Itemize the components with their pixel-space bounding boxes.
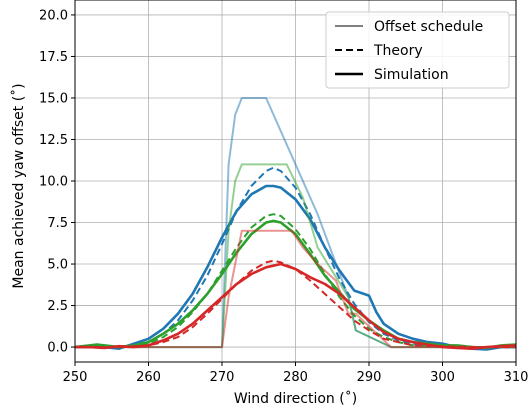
red-simulation-line [75, 262, 517, 350]
green-schedule-line [75, 163, 516, 349]
y-tick-label: 7.5 [47, 216, 68, 231]
legend-label-simulation: Simulation [374, 67, 449, 83]
y-tick-label: 17.5 [39, 50, 68, 65]
x-tick-label: 260 [136, 370, 161, 385]
plot-area [74, 97, 517, 351]
x-tick-label: 290 [357, 370, 382, 385]
legend-label-offset-schedule: Offset schedule [374, 19, 483, 35]
y-tick-label: 20.0 [39, 8, 68, 23]
red-schedule-line [75, 229, 516, 349]
legend: Offset schedule Theory Simulation [325, 11, 510, 89]
x-axis-ticks: 250 260 270 280 290 300 310 [63, 362, 529, 385]
y-tick-label: 15.0 [39, 91, 68, 106]
legend-label-theory: Theory [373, 43, 423, 59]
y-axis-ticks: 0.0 2.5 5.0 7.5 10.0 12.5 15.0 17.5 20.0 [39, 8, 75, 356]
green-theory-line [75, 213, 516, 349]
y-tick-label: 10.0 [39, 175, 68, 190]
y-axis-label: Mean achieved yaw offset (˚) [10, 83, 27, 288]
x-tick-label: 300 [430, 370, 455, 385]
legend-box [325, 11, 510, 89]
x-axis-label: Wind direction (˚) [234, 390, 357, 407]
y-tick-label: 12.5 [39, 133, 68, 148]
y-tick-label: 5.0 [47, 258, 68, 273]
y-tick-label: 2.5 [47, 299, 68, 314]
y-tick-label: 0.0 [47, 341, 68, 356]
x-tick-label: 280 [283, 370, 308, 385]
blue-simulation-line [75, 184, 516, 351]
x-tick-label: 270 [210, 370, 235, 385]
red-theory-line [75, 259, 516, 349]
x-tick-label: 250 [63, 370, 88, 385]
x-tick-label: 310 [504, 370, 529, 385]
